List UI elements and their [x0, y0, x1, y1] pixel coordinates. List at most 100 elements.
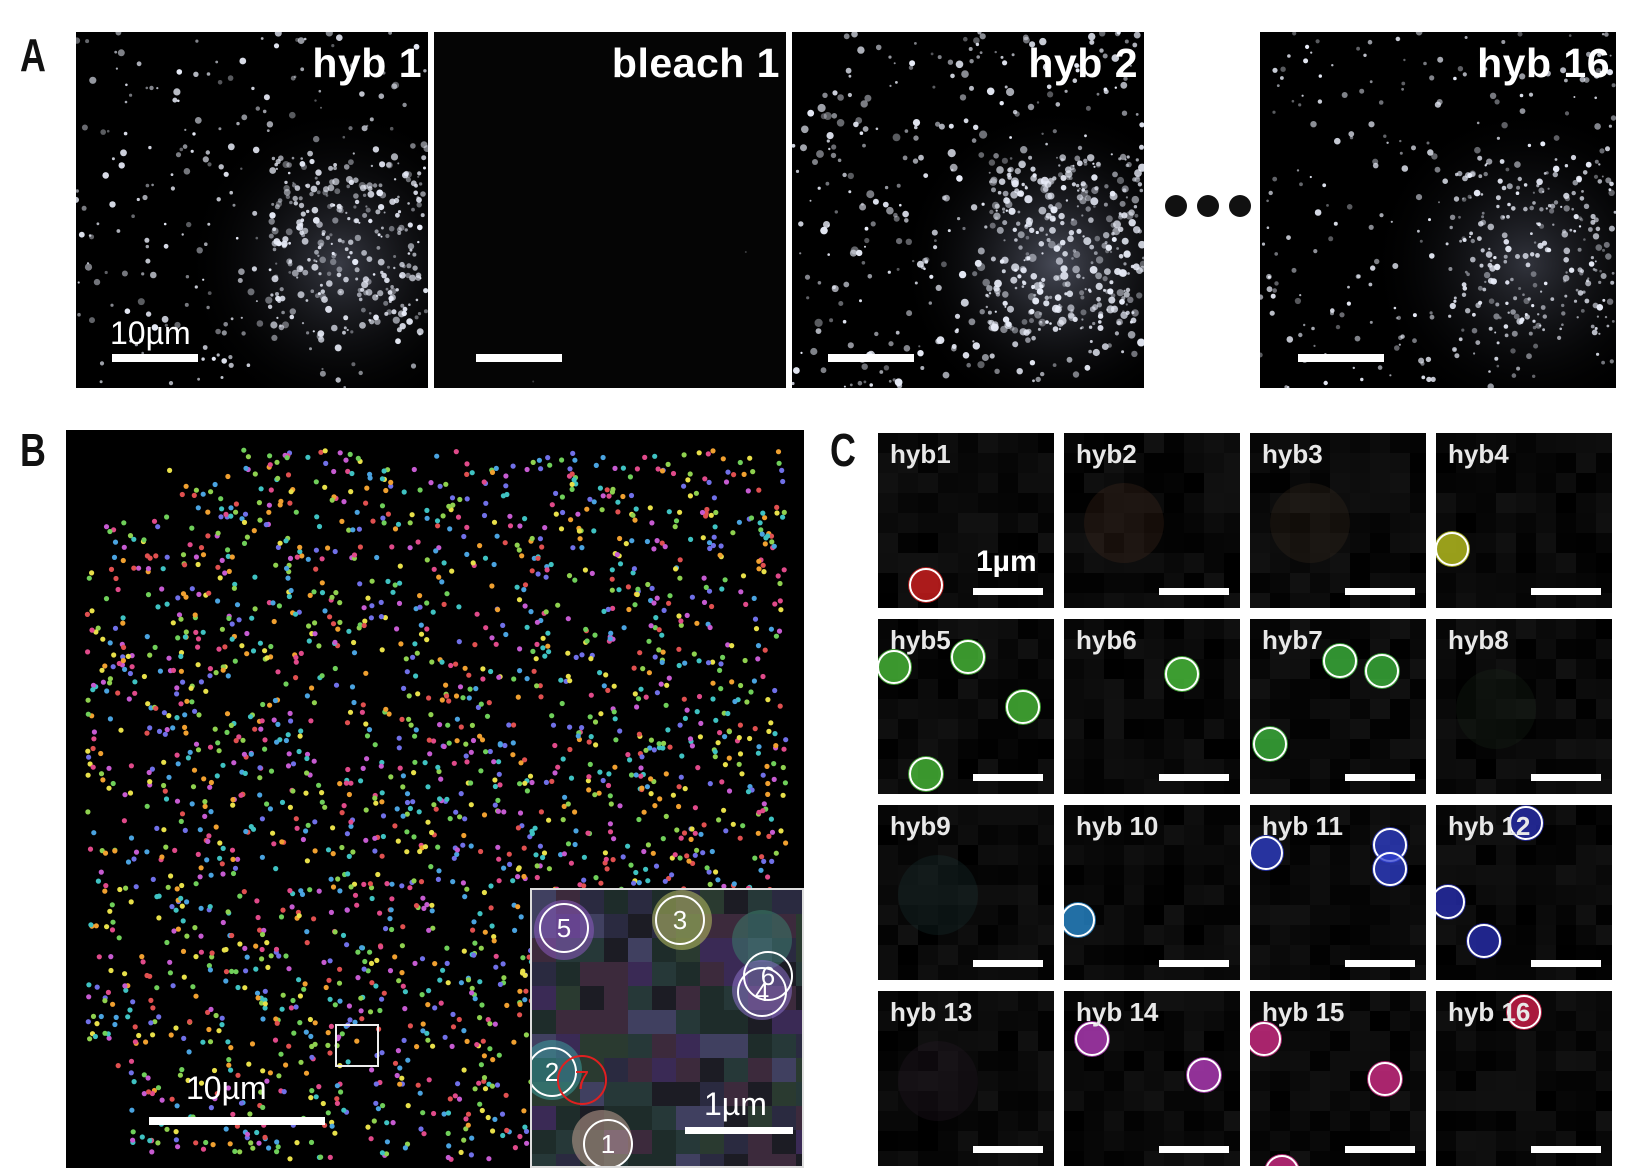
decoded-spot	[752, 726, 758, 732]
punctum	[410, 363, 417, 369]
punctum	[1608, 189, 1615, 196]
panel-a-frame-bleach1: bleach 1	[434, 32, 786, 388]
decoded-spot	[87, 1036, 93, 1042]
decoded-spot	[237, 893, 243, 899]
decoded-spot	[152, 644, 158, 650]
decoded-spot	[397, 563, 403, 569]
decoded-spot	[195, 662, 201, 668]
decoded-spot	[207, 1039, 214, 1045]
decoded-spot	[522, 757, 528, 763]
decoded-spot	[460, 842, 466, 848]
punctum	[1360, 377, 1364, 382]
punctum	[1120, 153, 1127, 160]
decoded-spot	[349, 684, 356, 690]
decoded-spot	[214, 773, 220, 779]
decoded-spot	[717, 552, 723, 558]
decoded-spot	[259, 854, 265, 860]
decoded-spot	[120, 658, 126, 664]
decoded-spot	[620, 493, 626, 500]
decoded-spot	[682, 660, 688, 666]
decoded-spot	[367, 881, 373, 887]
spot-label: 1	[601, 1129, 615, 1159]
punctum	[129, 339, 133, 343]
decoded-spot	[465, 1111, 472, 1117]
punctum	[271, 202, 275, 206]
punctum	[1609, 181, 1614, 187]
decoded-spot	[230, 797, 236, 803]
punctum	[918, 154, 924, 161]
punctum	[281, 243, 287, 249]
punctum	[93, 278, 101, 286]
decoded-spot	[776, 628, 783, 634]
decoded-spot	[309, 1054, 315, 1060]
decoded-spot	[428, 864, 434, 870]
punctum	[1470, 256, 1476, 263]
punctum	[1029, 41, 1036, 48]
punctum	[1461, 282, 1467, 288]
punctum	[1016, 368, 1023, 375]
decoded-spot	[283, 737, 289, 744]
decoded-spot	[334, 1083, 340, 1089]
decoded-spot	[713, 509, 719, 516]
punctum	[270, 321, 278, 329]
decoded-spot	[413, 903, 420, 909]
punctum	[932, 85, 936, 89]
decoded-spot	[306, 638, 312, 644]
decoded-spot	[319, 590, 326, 596]
punctum	[1563, 205, 1570, 212]
decoded-spot	[483, 625, 489, 631]
decoded-spot	[706, 479, 712, 485]
decoded-spot	[337, 781, 343, 787]
decoded-spot	[432, 961, 438, 967]
decoded-spot	[383, 1151, 390, 1157]
decoded-spot	[731, 881, 737, 887]
decoded-spot	[612, 716, 618, 722]
decoded-spot	[254, 1129, 260, 1136]
decoded-spot	[731, 472, 737, 478]
decoded-spot	[460, 695, 466, 701]
decoded-spot	[640, 666, 646, 672]
decoded-spot	[395, 1048, 401, 1054]
punctum	[238, 268, 245, 275]
decoded-spot	[197, 827, 203, 833]
decoded-spot	[377, 910, 383, 916]
decoded-spot	[192, 612, 198, 618]
decoded-spot	[425, 1037, 431, 1043]
punctum	[1314, 209, 1322, 216]
decoded-spot	[429, 659, 435, 665]
punctum	[389, 198, 396, 205]
punctum	[847, 172, 854, 180]
decoded-spot	[380, 1103, 386, 1109]
decoded-spot	[517, 1012, 523, 1018]
decoded-spot	[723, 479, 730, 485]
punctum	[1114, 32, 1121, 37]
decoded-spot	[174, 1103, 180, 1109]
punctum	[842, 319, 847, 324]
punctum	[1477, 155, 1483, 161]
decoded-spot	[710, 680, 716, 686]
tile-title: hyb 14	[1076, 997, 1159, 1027]
decoded-spot	[660, 836, 666, 842]
decoded-spot	[436, 868, 442, 874]
punctum	[971, 138, 977, 143]
decoded-spot	[341, 803, 347, 809]
punctum	[994, 279, 1002, 288]
decoded-spot	[355, 455, 361, 461]
punctum	[1084, 195, 1092, 202]
punctum	[1547, 204, 1552, 208]
decoded-spot	[271, 717, 277, 723]
punctum	[1571, 190, 1576, 196]
decoded-spot	[721, 883, 727, 889]
punctum	[798, 221, 804, 227]
decoded-spot	[292, 611, 299, 617]
decoded-spot	[219, 506, 225, 512]
punctum	[325, 32, 333, 37]
decoded-spot	[307, 1016, 313, 1023]
decoded-spot	[678, 774, 684, 780]
decoded-spot	[173, 1025, 179, 1031]
punctum	[1111, 232, 1115, 236]
punctum	[1002, 60, 1008, 66]
punctum	[1328, 236, 1334, 242]
decoded-spot	[430, 609, 436, 615]
decoded-spot	[313, 479, 319, 485]
